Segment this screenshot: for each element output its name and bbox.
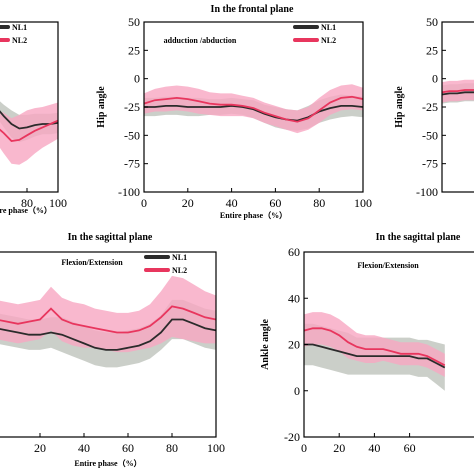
y-axis-label: Hip angle xyxy=(394,86,405,128)
x-tick-label: 100 xyxy=(207,441,225,455)
x-tick-label: 60 xyxy=(269,196,281,210)
y-tick-label: 20 xyxy=(288,338,300,352)
plot-area-top-left xyxy=(0,101,58,165)
sd-band-nl2 xyxy=(304,312,445,377)
y-tick-label: 60 xyxy=(288,245,300,259)
panel-label: adduction /abduction xyxy=(164,36,237,45)
x-tick-label: 20 xyxy=(182,196,194,210)
y-tick-label: -25 xyxy=(124,100,140,114)
y-axis-label: Hip angle xyxy=(96,86,107,128)
x-axis-label: Entire phase（%） xyxy=(220,210,287,220)
chart-panel-bottom-left: 20 40 60 80 100 In the sagittal plane Flexion/… xyxy=(0,232,225,468)
x-tick-label: 80 xyxy=(166,441,178,455)
x-tick-label: 0 xyxy=(141,196,147,210)
panel-label: Flexion/Extension xyxy=(357,261,419,270)
y-tick-label: 0 xyxy=(134,72,140,86)
y-tick-label: -20 xyxy=(284,430,300,444)
x-tick-label: 100 xyxy=(49,196,67,210)
y-tick-label: -50 xyxy=(124,128,140,142)
mean-line-nl1 xyxy=(0,110,58,130)
y-tick-label: -100 xyxy=(118,185,140,199)
plot-frame-bottom-left xyxy=(0,251,217,438)
plot-area-bottom-right xyxy=(304,312,446,391)
legend-label-nl1: NL1 xyxy=(12,23,27,32)
legend-label-nl2: NL2 xyxy=(172,266,187,275)
mean-line-nl1 xyxy=(144,104,363,122)
y-axis-label: Ankle angle xyxy=(260,319,271,370)
x-tick-label: 80 xyxy=(21,196,33,210)
x-tick-label: 80 xyxy=(313,196,325,210)
mean-line-nl1 xyxy=(304,343,446,369)
mean-line-nl2 xyxy=(144,95,363,123)
chart-panel-top-middle: 0 20 40 60 80 100 50 25 0 -25 -50 -75 -100 In the fro… xyxy=(96,4,372,220)
y-tick-label: -25 xyxy=(422,100,438,114)
x-tick-label: 100 xyxy=(354,196,372,210)
chart-title: In the frontal plane xyxy=(211,4,294,15)
panel-label: Flexion/Extension xyxy=(61,258,123,267)
y-tick-label: 0 xyxy=(294,384,300,398)
x-tick-label: 60 xyxy=(122,441,134,455)
y-tick-label: -100 xyxy=(416,185,438,199)
mean-line-nl2 xyxy=(0,305,216,334)
y-tick-label: 0 xyxy=(432,72,438,86)
mean-line-nl2 xyxy=(0,119,58,142)
plot-area-top-middle xyxy=(144,84,363,134)
y-tick-label: 25 xyxy=(426,43,438,57)
mean-line-nl2 xyxy=(304,327,446,367)
x-tick-label: 20 xyxy=(333,441,345,455)
plot-frame-top-right xyxy=(441,21,474,193)
x-axis-label: ntire phase（%） xyxy=(0,205,52,215)
mean-line-nl1 xyxy=(0,318,216,351)
x-axis-label: Entire phase（%） xyxy=(74,458,141,468)
legend-label-nl1: NL1 xyxy=(321,23,336,32)
y-tick-label: 50 xyxy=(128,15,140,29)
y-tick-label: -75 xyxy=(124,157,140,171)
legend-label-nl1: NL1 xyxy=(172,253,187,262)
legend-label-nl2: NL2 xyxy=(12,36,27,45)
legend-label-nl2: NL2 xyxy=(321,36,336,45)
y-tick-label: 25 xyxy=(128,43,140,57)
x-tick-label: 0 xyxy=(301,441,307,455)
y-tick-label: -50 xyxy=(422,128,438,142)
y-tick-label: 40 xyxy=(288,291,300,305)
x-tick-label: 40 xyxy=(368,441,380,455)
x-tick-label: 20 xyxy=(34,441,46,455)
y-tick-label: -75 xyxy=(422,157,438,171)
chart-title: In the sagittal plane xyxy=(68,232,153,243)
y-tick-label: 50 xyxy=(426,15,438,29)
x-tick-label: 60 xyxy=(404,441,416,455)
x-tick-label: 40 xyxy=(226,196,238,210)
chart-title: In the sagittal plane xyxy=(376,232,461,243)
x-tick-label: 40 xyxy=(78,441,90,455)
plot-area-bottom-left xyxy=(0,275,216,368)
chart-panel-top-right: 50 25 0 -25 -50 -75 -100 Hip angle xyxy=(394,15,474,199)
plot-area-top-right xyxy=(442,79,474,104)
